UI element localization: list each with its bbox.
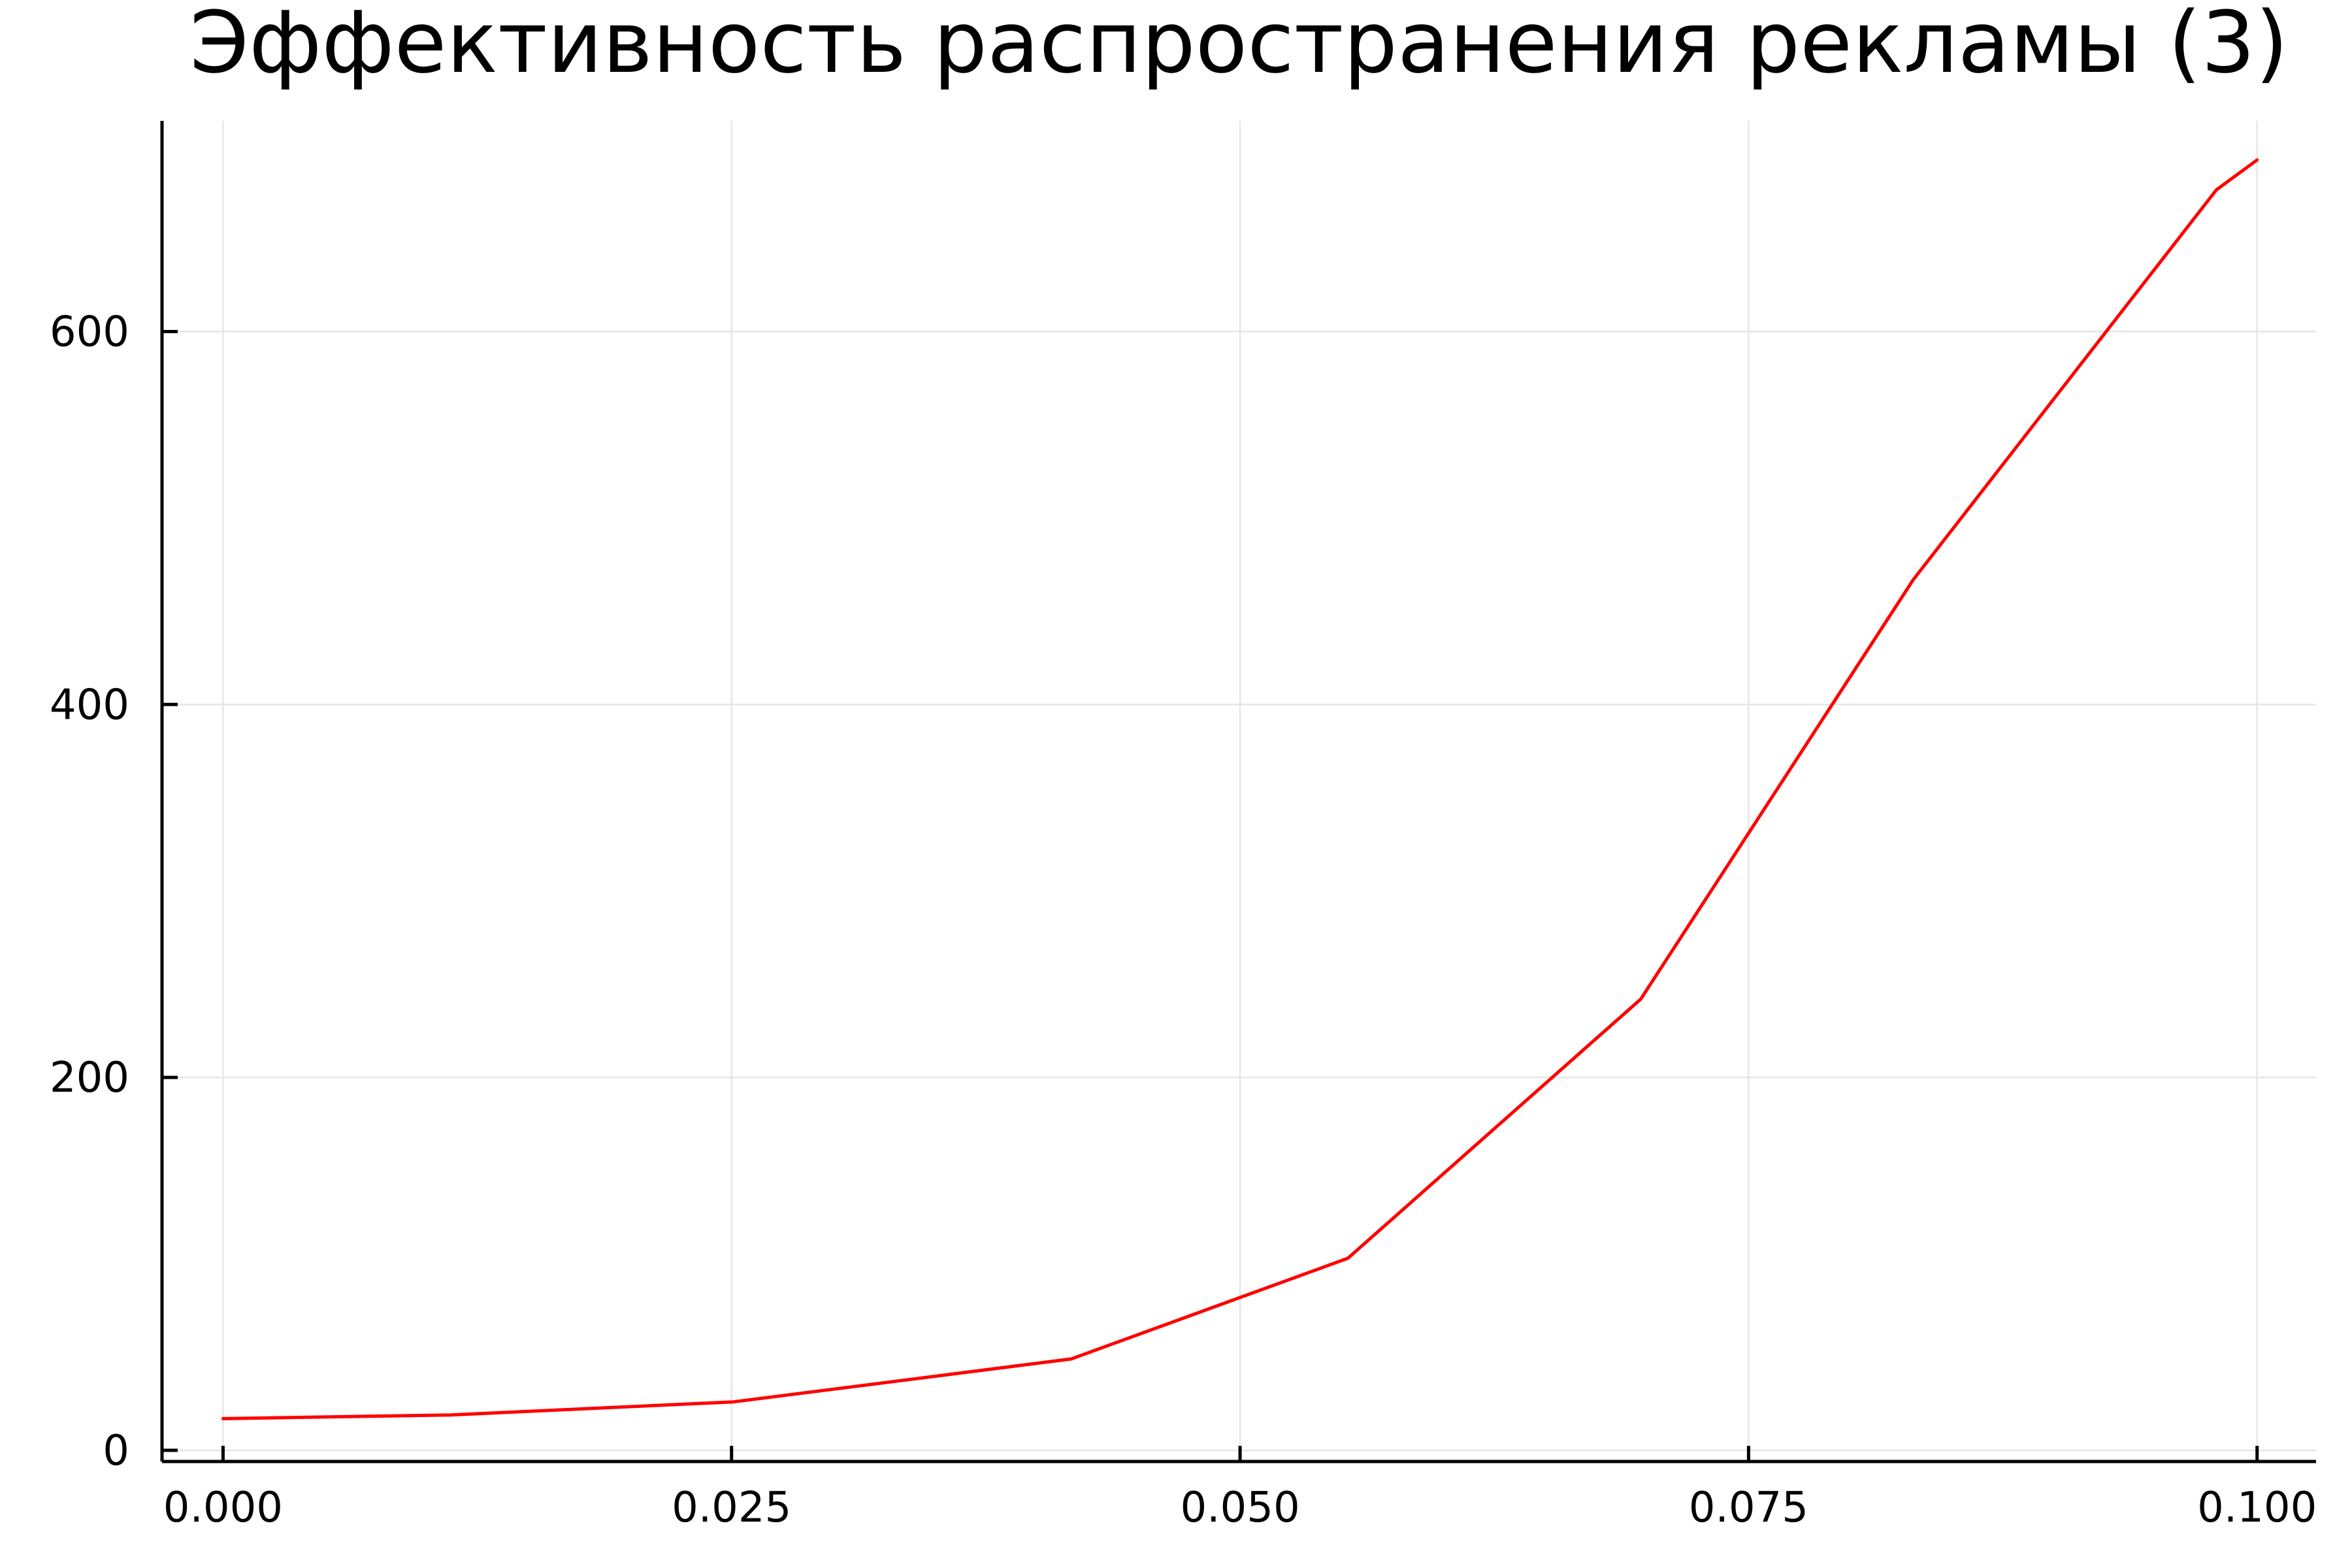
grid [162, 121, 2316, 1462]
y-tick-label: 0 [103, 1427, 129, 1475]
chart-title: Эффективность распространения рекламы (3… [189, 0, 2288, 92]
ticks: 0.000 0.025 0.050 0.075 0.100 0 200 400 600 [50, 308, 2317, 1532]
y-tick-label: 200 [50, 1054, 129, 1102]
x-tick-label: 0.025 [672, 1484, 791, 1532]
x-tick-label: 0.075 [1689, 1484, 1808, 1532]
series-line-0 [221, 158, 2259, 1420]
x-tick-label: 0.100 [2197, 1484, 2317, 1532]
axes [160, 121, 2316, 1463]
x-tick-label: 0.000 [163, 1484, 283, 1532]
y-tick-label: 400 [50, 681, 129, 729]
x-tick-label: 0.050 [1180, 1484, 1299, 1532]
series [221, 158, 2259, 1420]
y-tick-label: 600 [50, 308, 129, 356]
